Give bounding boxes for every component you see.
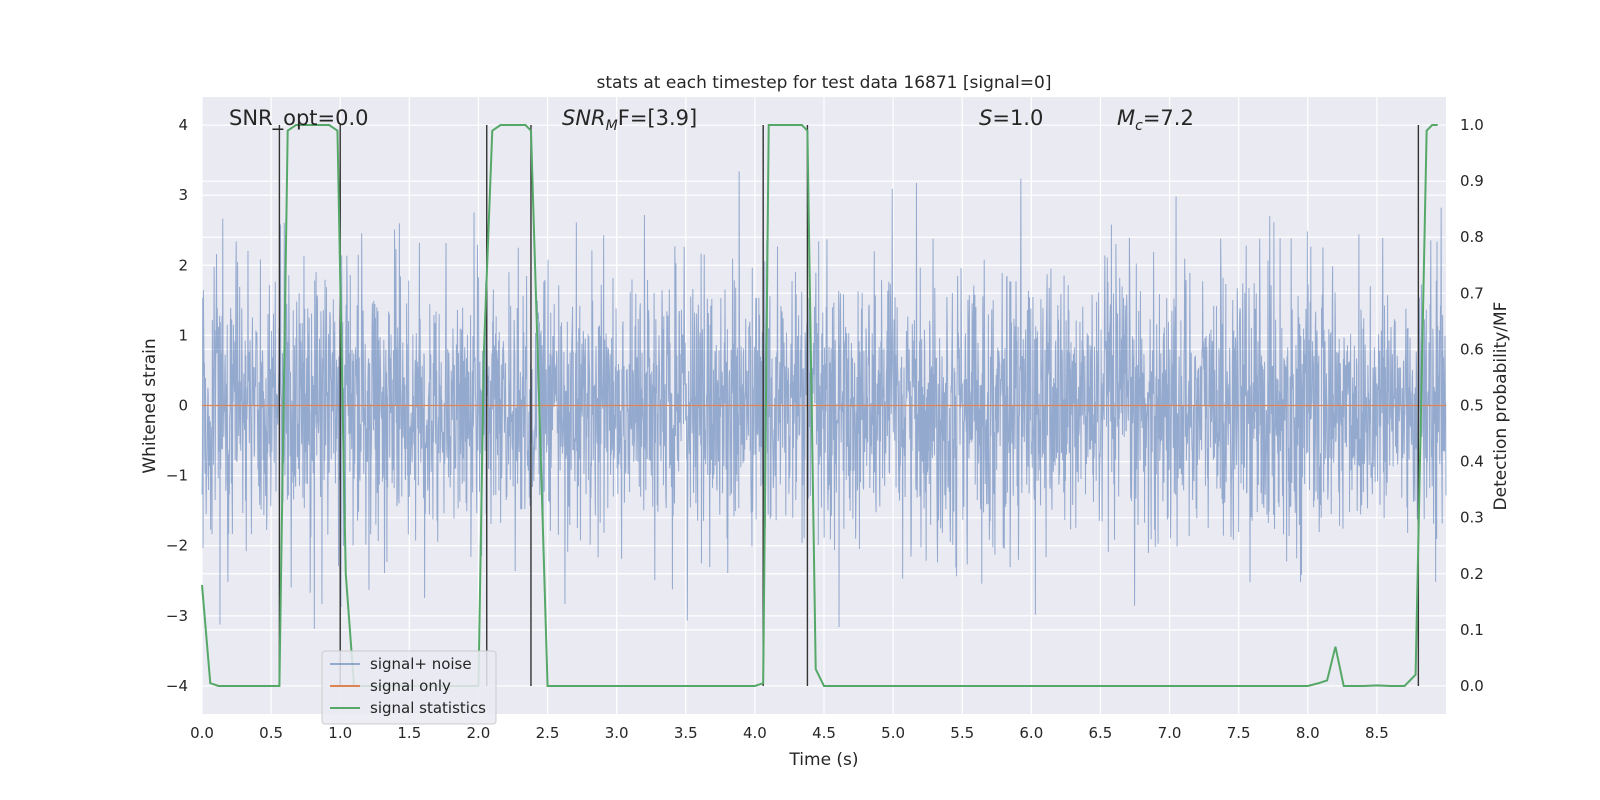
annotation-snr-mf: SNRMF=[3.9] xyxy=(562,106,697,134)
y-tick-label-left: −2 xyxy=(166,537,188,555)
y-tick-label-right: 1.0 xyxy=(1460,116,1484,134)
chart-title: stats at each timestep for test data 168… xyxy=(597,73,1052,93)
strain-noise-line xyxy=(201,171,1447,629)
y-axis-label-left: Whitened strain xyxy=(140,338,160,473)
annotation-mc-italic: M xyxy=(1117,106,1135,130)
x-tick-label: 5.5 xyxy=(950,724,974,742)
x-tick-label: 8.5 xyxy=(1365,724,1389,742)
annotation-snr-mf-sub: M xyxy=(606,118,618,134)
y-tick-label-left: 1 xyxy=(178,326,188,344)
x-tick-label: 1.0 xyxy=(328,724,352,742)
y-tick-label-left: −4 xyxy=(166,677,188,695)
x-tick-label: 0.0 xyxy=(190,724,214,742)
annotation-snr-mf-base: SNR xyxy=(562,106,606,130)
annotation-mc: Mc=7.2 xyxy=(1117,106,1194,134)
y-tick-label-right: 0.0 xyxy=(1460,677,1484,695)
y-tick-label-right: 0.2 xyxy=(1460,565,1484,583)
x-tick-label: 1.5 xyxy=(397,724,421,742)
legend-box xyxy=(321,650,497,725)
y-axis-label-right: Detection probability/MF xyxy=(1491,302,1511,511)
x-tick-label: 3.0 xyxy=(605,724,629,742)
y-tick-label-left: 0 xyxy=(178,397,188,415)
annotation-s: S=1.0 xyxy=(979,106,1043,130)
y-tick-label-left: −1 xyxy=(166,467,188,485)
x-tick-label: 5.0 xyxy=(881,724,905,742)
x-tick-label: 3.5 xyxy=(674,724,698,742)
x-tick-label: 6.0 xyxy=(1019,724,1043,742)
series-signal-noise xyxy=(201,171,1447,629)
series-signal-statistics xyxy=(201,124,1438,687)
annotation-s-rest: =1.0 xyxy=(992,106,1043,130)
y-tick-label-right: 0.4 xyxy=(1460,453,1484,471)
x-tick-label: 2.5 xyxy=(536,724,560,742)
y-tick-label-right: 0.1 xyxy=(1460,621,1484,639)
annotation-s-italic: S xyxy=(979,106,992,130)
annotation-snr-opt: SNR_opt=0.0 xyxy=(229,106,369,131)
legend-label-signal-only: signal only xyxy=(370,677,451,695)
y-tick-label-right: 0.3 xyxy=(1460,509,1484,527)
x-tick-label: 7.0 xyxy=(1158,724,1182,742)
y-tick-label-left: 4 xyxy=(178,116,188,134)
ticks: 0.0 0.5 1.0 1.5 2.0 2.5 3.0 3.5 4.0 4.5 5.0 5.5 6.0 6… xyxy=(166,116,1484,742)
legend-label-signal-statistics: signal statistics xyxy=(370,699,486,717)
annotation-snr-mf-rest: F=[3.9] xyxy=(618,106,697,130)
y-tick-label-right: 0.8 xyxy=(1460,228,1484,246)
x-tick-label: 4.0 xyxy=(743,724,767,742)
x-axis-label: Time (s) xyxy=(788,750,858,770)
legend: signal+ noise signal only signal statist… xyxy=(321,650,497,725)
x-tick-label: 6.5 xyxy=(1089,724,1113,742)
y-tick-label-right: 0.6 xyxy=(1460,340,1484,358)
y-tick-label-right: 0.5 xyxy=(1460,397,1484,415)
x-tick-label: 8.0 xyxy=(1296,724,1320,742)
annotation-mc-rest: =7.2 xyxy=(1143,106,1194,130)
annotation-mc-sub: c xyxy=(1135,118,1143,134)
y-tick-label-left: −3 xyxy=(166,607,188,625)
x-tick-label: 2.0 xyxy=(467,724,491,742)
x-tick-label: 0.5 xyxy=(259,724,283,742)
y-tick-label-right: 0.7 xyxy=(1460,284,1484,302)
x-tick-label: 4.5 xyxy=(812,724,836,742)
signal-statistics-line xyxy=(201,124,1438,687)
y-tick-label-left: 3 xyxy=(178,186,188,204)
y-tick-label-left: 2 xyxy=(178,256,188,274)
x-tick-label: 7.5 xyxy=(1227,724,1251,742)
legend-label-signal-noise: signal+ noise xyxy=(370,655,472,673)
y-tick-label-right: 0.9 xyxy=(1460,172,1484,190)
